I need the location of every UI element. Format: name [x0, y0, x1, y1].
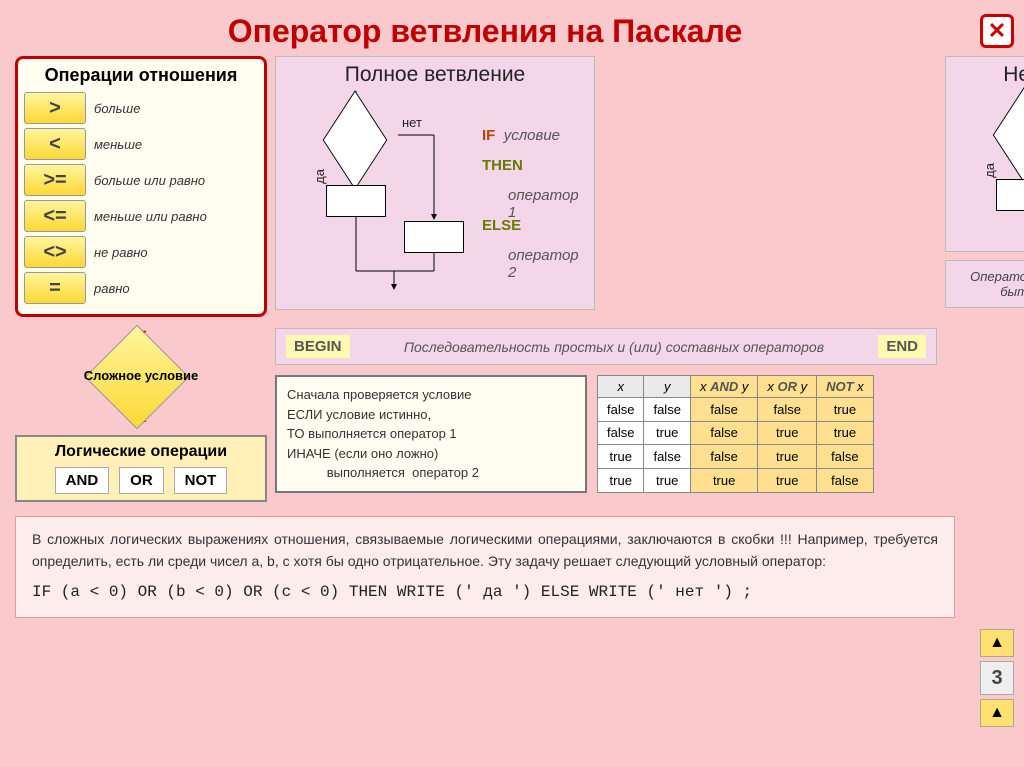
logic-op-and: AND — [55, 467, 110, 494]
truth-cell: true — [690, 468, 757, 492]
truth-cell: false — [598, 398, 644, 422]
else-keyword: ELSE — [482, 217, 521, 234]
truth-cell: false — [644, 398, 690, 422]
op-symbol: = — [24, 272, 86, 304]
page-nav: ▲ 3 ▲ — [980, 629, 1014, 727]
rule-line: Сначала проверяется условие — [287, 385, 575, 405]
op-label: равно — [94, 281, 130, 296]
partial-branch-title: Неполное ветвление — [952, 63, 1024, 87]
truth-header: y — [644, 376, 690, 398]
truth-cell: true — [644, 421, 690, 445]
op-label: меньше или равно — [94, 209, 207, 224]
truth-cell: true — [817, 398, 874, 422]
truth-cell: false — [690, 398, 757, 422]
page-number: 3 — [980, 661, 1014, 695]
op-row: > больше — [24, 92, 258, 124]
operator1-box — [326, 185, 386, 217]
op-symbol: >= — [24, 164, 86, 196]
table-row: falsefalsefalsefalsetrue — [598, 398, 874, 422]
rule-line: ЕСЛИ условие истинно, — [287, 405, 575, 425]
truth-cell: true — [758, 468, 817, 492]
op-label: больше или равно — [94, 173, 205, 188]
truth-header: x AND y — [690, 376, 757, 398]
truth-cell: false — [690, 421, 757, 445]
full-branch-panel: Полное ветвление — [275, 56, 595, 310]
op-row: <= меньше или равно — [24, 200, 258, 232]
then-keyword: THEN — [482, 157, 523, 174]
rule-box: Сначала проверяется условие ЕСЛИ условие… — [275, 375, 587, 493]
table-row: truefalsefalsetruefalse — [598, 445, 874, 469]
op-row: >= больше или равно — [24, 164, 258, 196]
operator2-box — [404, 221, 464, 253]
decision-diamond — [323, 90, 388, 189]
op-label: больше — [94, 101, 140, 116]
page-title: Оператор ветвления на Паскале — [15, 13, 955, 50]
begin-keyword: BEGIN — [286, 335, 350, 358]
truth-cell: true — [758, 421, 817, 445]
relation-ops-box: Операции отношения > больше < меньше >= больш… — [15, 56, 267, 317]
op-symbol: <= — [24, 200, 86, 232]
if-arg: условие — [504, 127, 560, 144]
note-box: Операторы в структуре ветвления могут бы… — [945, 260, 1024, 308]
rule-line: ТО выполняется оператор 1 — [287, 424, 575, 444]
op-row: < меньше — [24, 128, 258, 160]
sequence-text: Последовательность простых и (или) соста… — [358, 339, 871, 355]
op-row: <> не равно — [24, 236, 258, 268]
truth-header: NOT x — [817, 376, 874, 398]
truth-cell: false — [817, 445, 874, 469]
bottom-text: В сложных логических выражениях отношени… — [32, 529, 938, 572]
logic-op-or: OR — [119, 467, 164, 494]
truth-cell: false — [758, 398, 817, 422]
op-label: не равно — [94, 245, 148, 260]
table-row: truetruetruetruefalse — [598, 468, 874, 492]
op-symbol: <> — [24, 236, 86, 268]
table-row: falsetruefalsetruetrue — [598, 421, 874, 445]
right-column: Неполное ветвление нет да — [945, 56, 1024, 308]
logic-ops-title: Логические операции — [23, 443, 259, 461]
sequence-bar: BEGIN Последовательность простых и (или)… — [275, 328, 937, 365]
truth-header: x — [598, 376, 644, 398]
bottom-panel: В сложных логических выражениях отношени… — [15, 516, 955, 618]
nav-up[interactable]: ▲ — [980, 629, 1014, 657]
code-example: IF (a < 0) OR (b < 0) OR (c < 0) THEN WR… — [32, 580, 938, 605]
if-keyword: IF — [482, 127, 495, 144]
then-arg: оператор 1 — [508, 187, 588, 221]
op-label: меньше — [94, 137, 142, 152]
yes-label: да — [312, 169, 327, 184]
complex-condition-label: Сложное условие — [84, 369, 198, 384]
truth-cell: true — [758, 445, 817, 469]
end-keyword: END — [878, 335, 926, 358]
no-label: нет — [402, 115, 422, 130]
truth-cell: false — [817, 468, 874, 492]
close-button[interactable]: ✕ — [980, 14, 1014, 48]
truth-cell: true — [644, 468, 690, 492]
complex-condition: ▼ Сложное условие ▲ — [15, 325, 267, 427]
nav-down[interactable]: ▲ — [980, 699, 1014, 727]
logic-op-not: NOT — [174, 467, 228, 494]
full-branch-title: Полное ветвление — [282, 63, 588, 87]
partial-branch-panel: Неполное ветвление нет да — [945, 56, 1024, 252]
op-symbol: < — [24, 128, 86, 160]
complex-condition-diamond: Сложное условие — [76, 346, 206, 406]
op-symbol: > — [24, 92, 86, 124]
middle-column: Полное ветвление — [275, 56, 937, 493]
rule-line: выполняется оператор 2 — [287, 463, 575, 483]
yes-label: да — [982, 163, 997, 178]
logic-ops-box: Логические операции AND OR NOT — [15, 435, 267, 502]
op-row: = равно — [24, 272, 258, 304]
relation-ops-title: Операции отношения — [24, 65, 258, 86]
truth-cell: true — [598, 468, 644, 492]
left-column: Операции отношения > больше < меньше >= больш… — [15, 56, 267, 502]
decision-diamond — [993, 87, 1024, 183]
rule-line: ИНАЧЕ (если оно ложно) — [287, 444, 575, 464]
truth-cell: true — [598, 445, 644, 469]
operator-box — [996, 179, 1024, 211]
truth-cell: true — [817, 421, 874, 445]
truth-header: x OR y — [758, 376, 817, 398]
truth-table: xyx AND yx OR yNOT x falsefalsefalsefals… — [597, 375, 874, 493]
truth-cell: false — [598, 421, 644, 445]
truth-cell: false — [644, 445, 690, 469]
else-arg: оператор 2 — [508, 247, 588, 281]
truth-cell: false — [690, 445, 757, 469]
